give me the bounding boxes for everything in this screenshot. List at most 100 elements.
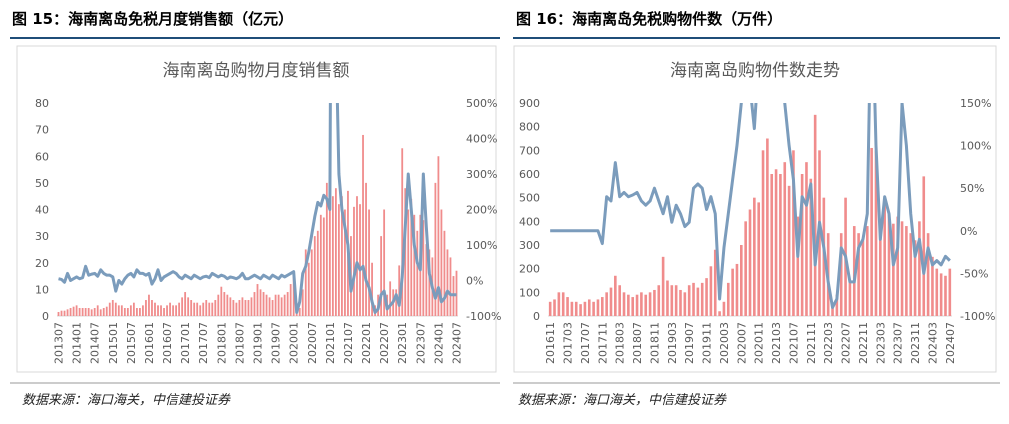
bar <box>696 287 700 316</box>
y2-tick-label: -50% <box>960 267 988 280</box>
bar <box>253 292 256 316</box>
bar <box>455 270 458 316</box>
bar <box>166 305 168 316</box>
bar <box>362 134 364 316</box>
bar <box>896 216 900 316</box>
bar <box>205 300 208 316</box>
bar <box>861 240 865 316</box>
x-tick-label: 201703 <box>562 322 575 364</box>
bar <box>286 292 289 316</box>
x-tick-label: 202207 <box>378 322 391 364</box>
y2-tick-label: 100% <box>466 239 497 252</box>
bar <box>190 300 193 316</box>
x-tick-label: 202401 <box>432 322 445 364</box>
bar <box>674 285 678 316</box>
x-tick-label: 201907 <box>683 322 696 364</box>
bar <box>640 292 643 316</box>
x-tick-label: 201307 <box>53 322 66 364</box>
bar <box>661 256 665 316</box>
bar <box>75 305 78 316</box>
bar <box>687 285 691 316</box>
bar <box>102 308 105 316</box>
bar <box>909 233 913 316</box>
x-tick-label: 201601 <box>143 322 156 364</box>
bar <box>280 297 283 316</box>
bar <box>325 182 328 316</box>
bar <box>931 256 934 316</box>
bar <box>774 169 778 316</box>
y-tick-label: 30 <box>35 230 49 243</box>
bar <box>770 174 774 316</box>
bar <box>69 308 72 316</box>
bar <box>713 249 717 316</box>
x-tick-label: 202207 <box>840 322 853 364</box>
bar <box>948 268 952 316</box>
bar <box>259 289 262 316</box>
bar <box>783 162 787 316</box>
bar <box>744 221 747 316</box>
x-tick-label: 201803 <box>614 322 627 364</box>
bar <box>870 147 873 316</box>
x-tick-label: 201401 <box>71 322 84 364</box>
bar <box>247 300 250 316</box>
bar <box>211 302 214 316</box>
bar <box>135 308 138 316</box>
bar <box>316 230 319 316</box>
y2-tick-label: 100% <box>960 140 991 153</box>
bar <box>359 204 361 316</box>
bar <box>108 302 111 316</box>
x-tick-label: 201507 <box>125 322 138 364</box>
bar <box>692 282 695 316</box>
y-tick-label: 900 <box>519 97 540 110</box>
bar <box>548 301 552 316</box>
x-tick-label: 202103 <box>770 322 783 364</box>
x-tick-label: 201903 <box>666 322 679 364</box>
x-tick-label: 202007 <box>306 322 319 364</box>
bar <box>753 197 756 316</box>
bar <box>126 308 129 316</box>
bar <box>398 265 401 316</box>
bar <box>353 206 355 316</box>
bar <box>120 305 123 316</box>
bar <box>187 297 190 316</box>
bar <box>301 289 304 316</box>
chart-frame <box>513 45 997 373</box>
bar <box>413 214 416 316</box>
bar <box>722 301 726 316</box>
y2-tick-label: 300% <box>466 168 497 181</box>
bar <box>356 196 358 316</box>
y2-tick-label: -100% <box>960 310 995 323</box>
bar <box>618 285 621 316</box>
x-tick-label: 201807 <box>631 322 644 364</box>
bar <box>631 297 635 316</box>
bar <box>683 292 687 316</box>
bar <box>169 302 171 316</box>
bar <box>839 233 843 316</box>
bar <box>874 150 878 316</box>
bar <box>792 150 795 316</box>
bar <box>87 308 90 316</box>
bar <box>443 230 446 316</box>
y-tick-label: 80 <box>35 97 49 110</box>
bar <box>371 262 373 316</box>
y-tick-label: 70 <box>35 124 49 137</box>
y-tick-label: 0 <box>533 310 540 323</box>
bar <box>557 292 561 316</box>
x-tick-label: 202307 <box>414 322 427 364</box>
bar <box>835 294 839 316</box>
x-tick-label: 202403 <box>926 322 939 364</box>
bar <box>805 162 808 316</box>
y-tick-label: 10 <box>35 283 49 296</box>
bar <box>757 202 760 316</box>
bar <box>813 114 817 316</box>
bar <box>657 285 661 316</box>
bar <box>295 313 298 316</box>
x-tick-label: 202007 <box>735 322 748 364</box>
bar <box>679 289 682 316</box>
x-tick-label: 202001 <box>288 322 301 364</box>
y-tick-label: 200 <box>519 263 540 276</box>
bar <box>93 308 96 316</box>
bar <box>422 220 425 316</box>
bar <box>184 292 187 316</box>
